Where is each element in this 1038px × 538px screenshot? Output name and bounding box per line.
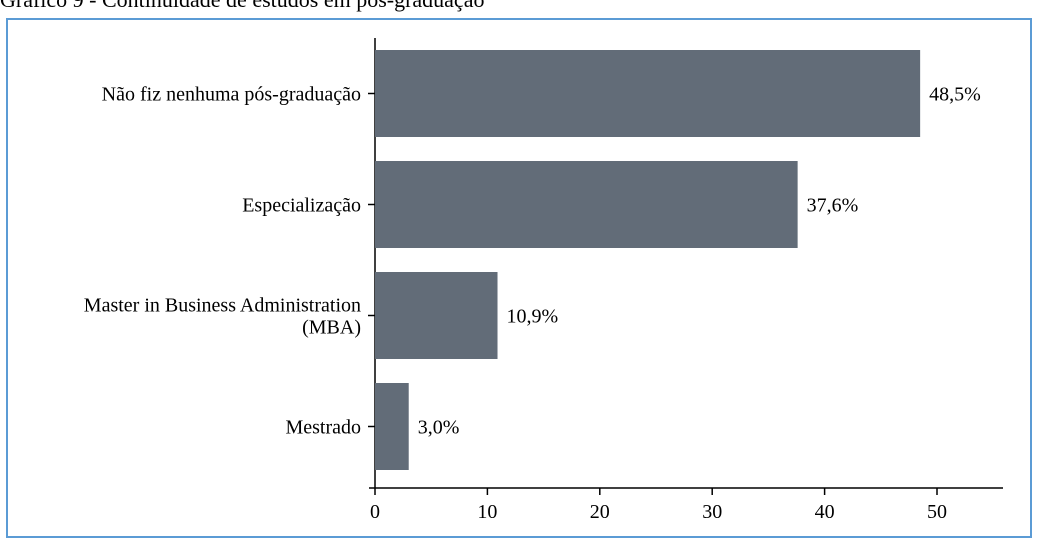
bar [375,272,498,359]
x-tick-label: 50 [927,501,947,523]
data-label: 3,0% [418,417,460,439]
category-label: Não fiz nenhuma pós-graduação [102,84,361,106]
bar [375,383,409,470]
x-tick-label: 20 [590,501,610,523]
figure-caption: Gráfico 9 - Continuidade de estudos em p… [0,0,484,13]
category-label: Mestrado [285,417,361,439]
bar-chart: 0 10 20 30 40 50 Não fiz nenhuma pós-graduação… [84,38,1003,523]
x-tick-label: 0 [370,501,380,523]
data-label: 10,9% [507,306,559,328]
bar [375,50,921,137]
x-tick-label: 10 [477,501,497,523]
category-label: Master in Business Administration [84,295,361,317]
data-label: 48,5% [929,84,981,106]
x-tick-label: 40 [815,501,835,523]
bar [375,161,798,248]
category-label: Especialização [242,195,361,217]
x-tick-label: 30 [702,501,722,523]
data-label: 37,6% [807,195,859,217]
category-label: (MBA) [302,317,361,339]
